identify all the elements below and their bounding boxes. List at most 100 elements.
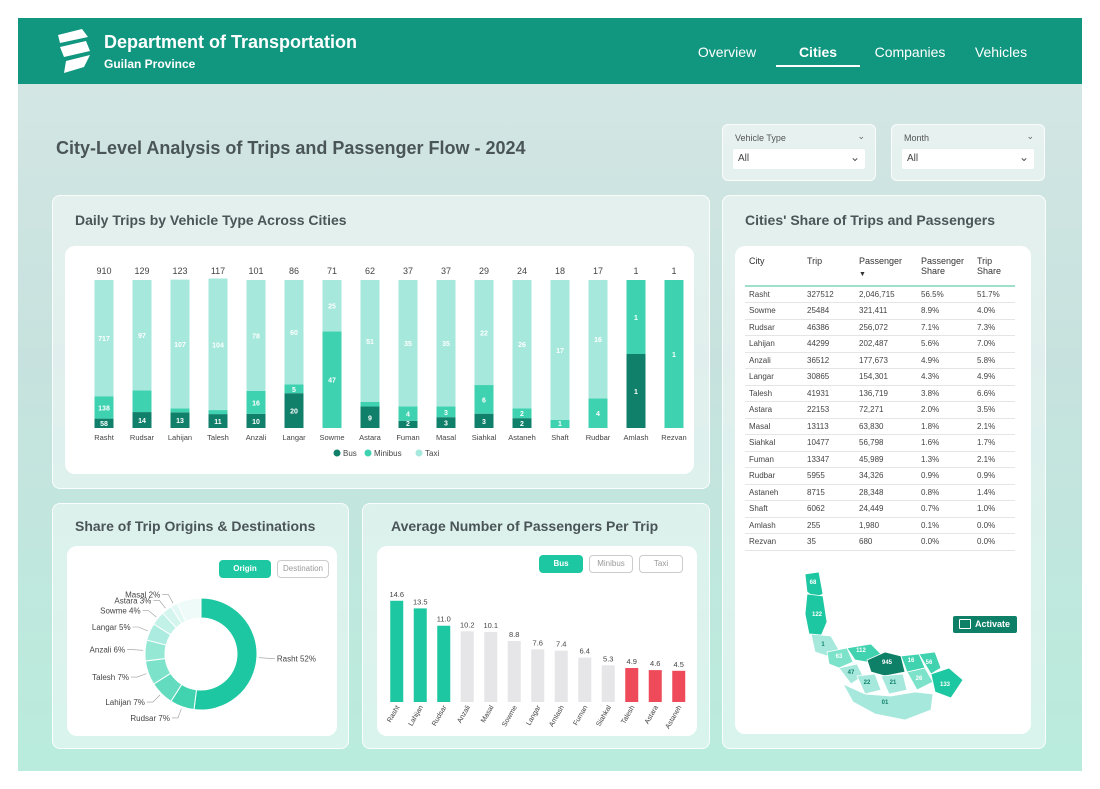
bar-segment-minibus [132, 390, 152, 413]
avg-bar-label: 6.4 [580, 647, 590, 656]
bar-segment-bus [474, 413, 494, 428]
bar-segment-taxi [132, 280, 152, 391]
column-header[interactable]: Passenger ▼ [855, 252, 917, 287]
taxi-toggle[interactable]: Taxi [639, 555, 683, 573]
map-region-label: 22 [864, 680, 871, 686]
map-region [826, 647, 854, 669]
table-row[interactable]: Shaft 6062 24,449 0.7% 1.0% [745, 500, 1015, 518]
table-cell: 24,449 [855, 500, 917, 518]
table-cell: Lahijan [745, 335, 803, 353]
column-header[interactable]: City [745, 252, 803, 287]
donut-leader-line [142, 610, 157, 618]
x-tick-label: Masal [436, 433, 456, 442]
map-region [856, 673, 882, 695]
avg-bar-label: 13.5 [413, 597, 428, 606]
table-cell: Astara [745, 401, 803, 419]
month-select[interactable]: All ⌄ [902, 149, 1034, 169]
donut-slice-label: Masal 2% [125, 590, 160, 599]
table-cell: 3.5% [973, 401, 1015, 419]
x-tick-label: Rudsar [431, 704, 449, 728]
bar-data-label: 3 [444, 410, 448, 417]
table-cell: 25484 [803, 302, 855, 320]
bar-data-label: 107 [174, 342, 186, 349]
table-row[interactable]: Rudbar 5955 34,326 0.9% 0.9% [745, 467, 1015, 485]
table-cell: 321,411 [855, 302, 917, 320]
table-cell: 0.0% [973, 533, 1015, 551]
column-header[interactable]: Trip [803, 252, 855, 287]
nav-cities[interactable]: Cities [798, 44, 838, 60]
bar-data-label: 717 [98, 336, 110, 343]
bar-total-label: 29 [479, 266, 489, 276]
activate-label: Activate [975, 619, 1011, 629]
avg-bar-label: 7.6 [533, 638, 543, 647]
donut-leader-line [162, 594, 174, 604]
activate-button[interactable]: Activate [953, 616, 1017, 633]
origin-toggle[interactable]: Origin [219, 560, 271, 578]
table-cell: 13113 [803, 418, 855, 435]
table-row[interactable]: Anzali 36512 177,673 4.9% 5.8% [745, 352, 1015, 369]
bar-segment-bus [132, 412, 152, 428]
table-cell: 13347 [803, 451, 855, 468]
city-share-title: Cities' Share of Trips and Passengers [745, 212, 995, 228]
table-cell: 2.1% [973, 418, 1015, 435]
table-cell: 4.9% [973, 368, 1015, 386]
bar-data-label: 1 [634, 389, 638, 396]
avg-bar-label: 11.0 [437, 615, 451, 624]
guilan-city-map: 68 122 1 63 47 112 945 22 21 16 26 56 133 01 [804, 571, 964, 721]
table-row[interactable]: Amlash 255 1,980 0.1% 0.0% [745, 517, 1015, 534]
bar-segment-minibus [322, 331, 342, 428]
map-region-label: 16 [908, 658, 915, 664]
table-row[interactable]: Astaneh 8715 28,348 0.8% 1.4% [745, 484, 1015, 501]
minibus-toggle[interactable]: Minibus [589, 555, 633, 573]
table-cell: Shaft [745, 500, 803, 518]
donut-leader-line [153, 599, 166, 609]
bar-segment-taxi [208, 278, 228, 411]
table-row[interactable]: Rudsar 46386 256,072 7.1% 7.3% [745, 319, 1015, 336]
column-header-label: Trip Share [977, 256, 1002, 276]
bar-segment-bus [436, 417, 456, 428]
nav-vehicles[interactable]: Vehicles [974, 44, 1028, 60]
table-row[interactable]: Astara 22153 72,271 2.0% 3.5% [745, 401, 1015, 419]
table-row[interactable]: Lahijan 44299 202,487 5.6% 7.0% [745, 335, 1015, 353]
bar-data-label: 58 [100, 421, 108, 428]
x-tick-label: Fuman [573, 704, 590, 726]
bar-total-label: 71 [327, 266, 337, 276]
nav-companies[interactable]: Companies [874, 44, 946, 60]
bar-segment-minibus [512, 408, 532, 419]
x-tick-label: Talesh [620, 704, 636, 725]
map-region-label: 122 [812, 612, 823, 618]
table-row[interactable]: Masal 13113 63,830 1.8% 2.1% [745, 418, 1015, 435]
table-row[interactable]: Fuman 13347 45,989 1.3% 2.1% [745, 451, 1015, 468]
map-region-label: 945 [882, 660, 893, 666]
map-region [866, 651, 906, 677]
table-cell: Astaneh [745, 484, 803, 501]
table-cell: 3.8% [917, 385, 973, 402]
column-header[interactable]: Trip Share [973, 252, 1015, 287]
x-tick-label: Rasht [386, 704, 401, 723]
chevron-down-icon[interactable]: ⌄ [1026, 131, 1034, 141]
map-region-label: 26 [916, 676, 923, 682]
map-region-label: 47 [848, 670, 855, 676]
bar-data-label: 47 [328, 378, 336, 385]
bar-data-label: 17 [556, 348, 564, 355]
table-row[interactable]: Rezvan 35 680 0.0% 0.0% [745, 533, 1015, 551]
nav-overview[interactable]: Overview [697, 44, 757, 60]
column-header-label: Trip [807, 256, 823, 266]
table-row[interactable]: Siahkal 10477 56,798 1.6% 1.7% [745, 434, 1015, 452]
vehicle-type-select[interactable]: All ⌄ [733, 149, 865, 169]
table-row[interactable]: Rasht 327512 2,046,715 56.5% 51.7% [745, 286, 1015, 303]
table-row[interactable]: Talesh 41931 136,719 3.8% 6.6% [745, 385, 1015, 402]
vehicle-type-filter: Vehicle Type ⌄ All ⌄ [722, 124, 876, 181]
avg-bar [484, 631, 498, 702]
table-row[interactable]: Sowme 25484 321,411 8.9% 4.0% [745, 302, 1015, 320]
column-header[interactable]: Passenger Share [917, 252, 973, 287]
map-region [930, 667, 964, 699]
bar-data-label: 11 [214, 419, 222, 426]
donut-slice-label: Astara 3% [114, 596, 151, 605]
bar-total-label: 1 [671, 266, 676, 276]
bus-toggle[interactable]: Bus [539, 555, 583, 573]
bar-data-label: 1 [558, 421, 562, 428]
table-row[interactable]: Langar 30865 154,301 4.3% 4.9% [745, 368, 1015, 386]
destination-toggle[interactable]: Destination [277, 560, 329, 578]
chevron-down-icon[interactable]: ⌄ [857, 131, 865, 141]
